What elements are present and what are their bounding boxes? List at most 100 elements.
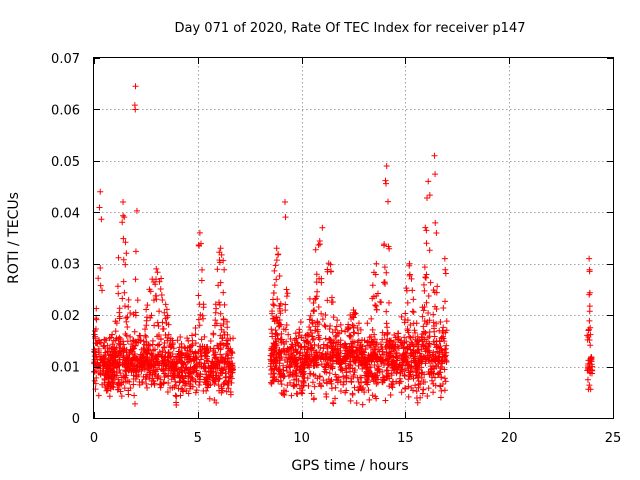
data-point [366,396,373,403]
data-point [173,393,180,400]
data-point [308,329,315,336]
data-point [327,336,334,343]
data-point [192,355,199,362]
data-point [172,378,179,385]
data-point [132,248,139,255]
data-point [308,344,315,351]
data-point [315,334,322,341]
data-point [393,378,400,385]
data-point [121,289,128,296]
data-point [162,301,169,308]
data-point [377,298,384,305]
data-point [372,302,379,309]
data-point [428,369,435,376]
x-tick-label: 5 [194,431,202,446]
data-point [196,242,203,249]
data-point [120,352,127,359]
data-point [274,251,281,258]
data-point [437,365,444,372]
data-point [371,336,378,343]
data-point [334,317,341,324]
data-point [417,358,424,365]
data-point [369,392,376,399]
data-point [369,282,376,289]
data-point [395,333,402,340]
data-point [422,224,429,231]
data-point [96,339,103,346]
data-point [586,317,593,324]
data-point [118,393,125,400]
data-point [313,354,320,361]
data-point [324,360,331,367]
data-point [383,349,390,356]
data-point [324,266,331,273]
data-point [407,334,414,341]
data-point [324,344,331,351]
data-point [312,323,319,330]
data-point [154,269,161,276]
x-tick-label: 0 [90,431,98,446]
data-point [144,384,151,391]
data-point [224,382,231,389]
data-point [369,295,376,302]
data-point [292,370,299,377]
data-point [318,310,325,317]
data-point [107,351,114,358]
data-point [223,373,230,380]
data-point [353,400,360,407]
data-point [180,361,187,368]
data-point [355,345,362,352]
data-point [174,372,181,379]
data-point [420,386,427,393]
data-point [137,351,144,358]
data-point [217,279,224,286]
data-point [228,369,235,376]
data-point [95,392,102,399]
data-point [374,376,381,383]
data-point [197,371,204,378]
data-point [370,341,377,348]
data-point [126,378,133,385]
data-point [167,353,174,360]
data-point [294,363,301,370]
data-point [330,353,337,360]
data-point [401,334,408,341]
data-point [406,260,413,267]
data-point [430,319,437,326]
data-point [319,224,326,231]
data-point [121,214,128,221]
data-point [309,320,316,327]
data-point [115,254,122,261]
data-point [161,344,168,351]
data-point [306,295,313,302]
data-point [322,323,329,330]
data-point [127,346,134,353]
data-point [225,385,232,392]
data-point [187,385,194,392]
data-point [358,379,365,386]
data-point [287,371,294,378]
data-point [274,335,281,342]
data-point [147,369,154,376]
data-point [218,383,225,390]
data-point [586,266,593,273]
y-tick-label: 0.03 [51,258,80,273]
data-point [385,299,392,306]
data-point [116,315,123,322]
data-point [148,312,155,319]
data-point [185,366,192,373]
data-point [332,333,339,340]
data-point [585,326,592,333]
data-point [362,346,369,353]
data-point [421,354,428,361]
data-point [211,361,218,368]
data-point [365,387,372,394]
data-point [180,378,187,385]
data-point [220,321,227,328]
data-point [151,322,158,329]
data-point [216,301,223,308]
data-point [419,313,426,320]
data-point [350,314,357,321]
data-point [379,336,386,343]
data-point [585,386,592,393]
